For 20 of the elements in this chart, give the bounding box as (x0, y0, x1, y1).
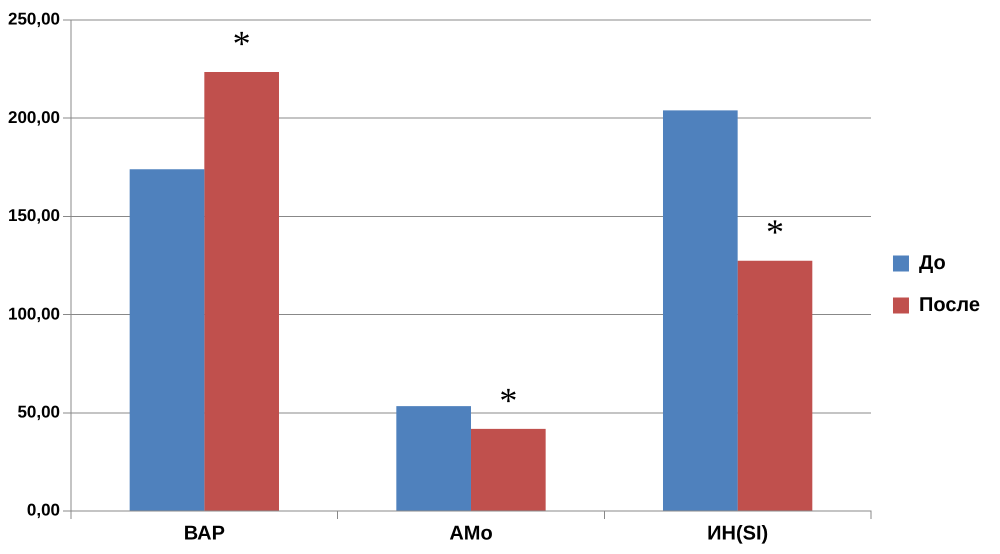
bar (204, 72, 279, 510)
annotation: * (766, 212, 784, 252)
bar (396, 406, 471, 510)
annotation: * (499, 380, 518, 420)
x-tick-label: АМо (449, 522, 493, 545)
annotation: * (232, 24, 251, 64)
bar (738, 260, 812, 510)
bar (130, 169, 204, 510)
y-tick-label: 250,00 (8, 10, 60, 29)
y-tick-label: 200,00 (8, 108, 60, 127)
y-tick-label: 50,00 (17, 402, 60, 422)
y-tick-label: 150,00 (8, 206, 60, 226)
legend-label: До (918, 252, 946, 274)
x-tick-label: ИН(SI) (707, 522, 768, 545)
y-tick-label: 100,00 (8, 304, 60, 324)
y-tick-label: 0,00 (26, 500, 60, 520)
legend-label: После (918, 294, 980, 316)
bar (662, 110, 738, 510)
x-tick-label: ВАР (184, 522, 225, 545)
bar (470, 428, 546, 510)
